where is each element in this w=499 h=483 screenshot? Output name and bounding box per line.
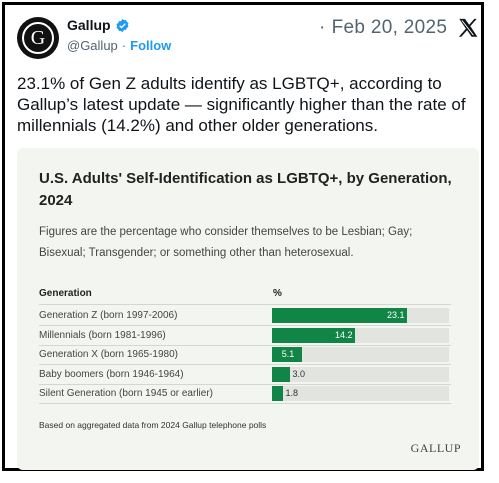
author-row: Gallup bbox=[67, 17, 130, 33]
category-label: Silent Generation (born 1945 or earlier) bbox=[39, 388, 213, 399]
bar bbox=[272, 308, 407, 323]
bar-value-label: 14.2 bbox=[334, 329, 353, 340]
handle-row: @Gallup · Follow bbox=[67, 38, 171, 53]
bar bbox=[272, 327, 355, 343]
bar bbox=[272, 386, 283, 401]
bar bbox=[272, 366, 290, 382]
date-separator: · bbox=[319, 17, 326, 38]
chart-row: Generation Z (born 1997-2006) 23.1 bbox=[39, 308, 451, 327]
post-date-text: Feb 20, 2025 bbox=[331, 17, 448, 38]
gallup-wordmark: GALLUP bbox=[410, 441, 461, 455]
chart-header-divider bbox=[39, 304, 451, 305]
category-label: Baby boomers (born 1946-1964) bbox=[39, 368, 184, 380]
row-divider bbox=[39, 344, 451, 346]
bar-track: 3.0 bbox=[272, 366, 449, 382]
category-label: Millennials (born 1981-1996) bbox=[39, 329, 166, 341]
bar-track: 1.8 bbox=[272, 386, 449, 401]
bar-track: 23.1 bbox=[272, 308, 449, 323]
bar-track: 14.2 bbox=[272, 327, 449, 343]
post-text: 23.1% of Gen Z adults identify as LGBTQ+… bbox=[17, 74, 466, 135]
row-divider bbox=[39, 364, 451, 365]
bar-value-label: 1.8 bbox=[285, 388, 299, 398]
bar-value-label: 23.1 bbox=[387, 310, 405, 320]
bar-value-label: 3.0 bbox=[292, 368, 306, 379]
column-header-generation: Generation bbox=[39, 288, 92, 299]
verified-badge-icon bbox=[116, 18, 128, 32]
row-divider bbox=[39, 325, 451, 326]
follow-button[interactable]: Follow bbox=[130, 38, 172, 53]
chart-row: Baby boomers (born 1946-1964) 3.0 bbox=[39, 366, 451, 386]
category-label: Generation X (born 1965-1980) bbox=[39, 349, 178, 360]
gallup-logo-icon: G bbox=[22, 22, 54, 54]
chart-row: Millennials (born 1981-1996) 14.2 bbox=[39, 327, 451, 347]
bar bbox=[272, 347, 302, 362]
category-label: Generation Z (born 1997-2006) bbox=[39, 310, 178, 321]
column-header-percent: % bbox=[273, 288, 282, 299]
avatar[interactable]: G bbox=[17, 17, 59, 59]
chart-card[interactable]: U.S. Adults' Self-Identification as LGBT… bbox=[17, 148, 479, 470]
handle-separator: · bbox=[121, 38, 127, 53]
bar-track: 5.1 bbox=[272, 347, 449, 362]
bar-value-label: 5.1 bbox=[281, 349, 295, 359]
author-name[interactable]: Gallup bbox=[67, 17, 111, 33]
chart-subtitle: Figures are the percentage who consider … bbox=[39, 226, 413, 259]
chart-row: Generation X (born 1965-1980) 5.1 bbox=[39, 347, 451, 366]
row-divider bbox=[39, 383, 451, 385]
x-logo-icon[interactable] bbox=[457, 17, 479, 39]
row-divider bbox=[39, 403, 451, 404]
chart-footnote: Based on aggregated data from 2024 Gallu… bbox=[39, 420, 267, 430]
chart-title: U.S. Adults' Self-Identification as LGBT… bbox=[39, 170, 452, 209]
post-frame: G Gallup @Gallup · Follow · Feb 20, 2025 … bbox=[2, 2, 484, 471]
author-handle[interactable]: @Gallup bbox=[67, 38, 118, 53]
chart-row: Silent Generation (born 1945 or earlier)… bbox=[39, 386, 451, 405]
post-date[interactable]: · Feb 20, 2025 bbox=[319, 17, 447, 39]
